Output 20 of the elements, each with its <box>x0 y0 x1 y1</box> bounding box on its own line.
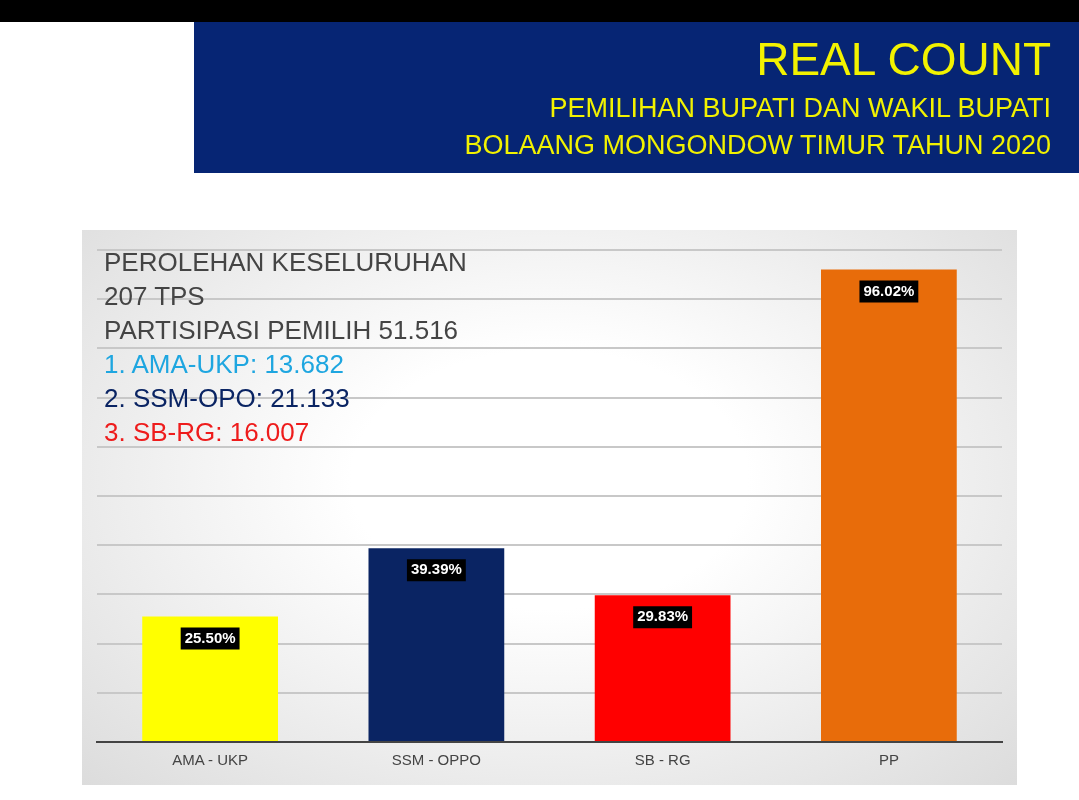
data-label: 25.50% <box>184 628 236 646</box>
bar <box>821 269 957 741</box>
data-label: 96.02% <box>863 281 915 299</box>
bar <box>368 548 505 741</box>
x-tick-label: SB - RG <box>634 751 691 769</box>
annotation: 2. SSM-OPO: 21.133 <box>104 382 351 415</box>
data-label: 39.39% <box>410 560 462 578</box>
chart-subtitle: PEMILIHAN BUPATI DAN WAKIL BUPATI BOLAANG MONGONDOW TIMUR TAHUN 2020 <box>464 92 1051 162</box>
x-tick-label: AMA - UKP <box>172 751 249 769</box>
chart-title: REAL COUNT <box>756 32 1051 86</box>
x-tick-label: SSM - OPPO <box>391 751 481 769</box>
bar <box>142 616 278 741</box>
annotation: 207 TPS <box>104 280 206 313</box>
data-label: 29.83% <box>637 607 689 625</box>
annotation: PARTISIPASI PEMILIH 51.516 <box>104 314 460 347</box>
bar <box>594 595 731 741</box>
annotation: PEROLEHAN KESELURUHAN <box>104 246 467 279</box>
x-tick-label: PP <box>878 751 899 769</box>
annotation: 3. SB-RG: 16.007 <box>104 416 311 449</box>
annotation: 1. AMA-UKP: 13.682 <box>104 348 345 381</box>
